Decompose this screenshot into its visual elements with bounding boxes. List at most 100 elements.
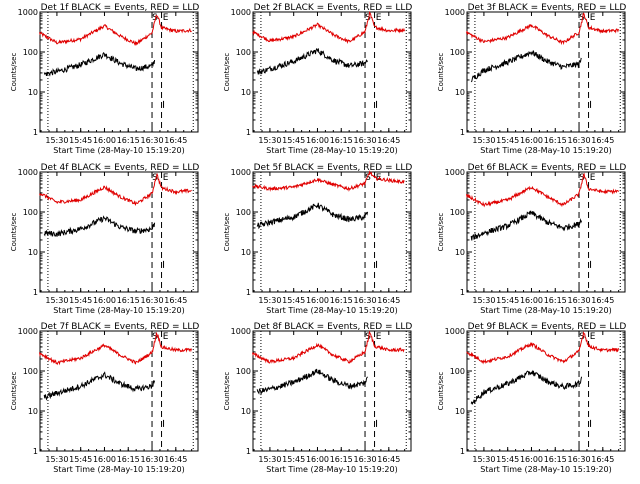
panel-title: Det 7f BLACK = Events, RED = LLD [41,322,200,332]
y-tick-label: 1000 [18,8,38,17]
y-tick-label: 1 [246,288,251,297]
plot-frame [466,11,626,133]
x-axis-label: Start Time (28-May-10 15:19:20) [480,465,611,474]
x-tick-label: 16:00 [306,136,329,145]
panel-title: Det 5f BLACK = Events, RED = LLD [254,163,413,173]
start-marker-label: S [152,173,158,183]
x-tick-label: 16:30 [353,136,376,145]
lld-series-line [39,14,192,47]
lld-series-line [39,172,192,207]
y-tick-label: 1000 [231,327,251,336]
x-tick-label: 16:15 [544,136,567,145]
start-marker-label: S [579,173,585,183]
x-tick-label: 16:00 [520,136,543,145]
y-tick-label: 100 [23,367,38,376]
y-tick-label: 1 [33,288,38,297]
x-tick-label: 16:30 [353,296,376,305]
x-tick-label: 16:15 [330,296,353,305]
panel-7: Det 7f BLACK = Events, RED = LLD 1 10 100 10… [10,322,199,474]
panel-title: Det 8f BLACK = Events, RED = LLD [254,322,413,332]
x-axis-label: Start Time (28-May-10 15:19:20) [266,146,397,155]
events-series-line [43,215,156,237]
x-tick-label: 16:15 [117,455,140,464]
plot-frame [39,330,199,452]
panel-title: Det 6f BLACK = Events, RED = LLD [468,163,627,173]
y-tick-label: 100 [450,367,465,376]
panel-3: Det 3f BLACK = Events, RED = LLD 1 10 100 10… [437,3,626,155]
start-marker-label: S [365,173,371,183]
panel-9: Det 9f BLACK = Events, RED = LLD 1 10 100 10… [437,322,626,474]
x-axis-label: Start Time (28-May-10 15:19:20) [53,465,184,474]
end-marker-label: E [376,173,382,183]
y-axis-label: Counts/sec [437,372,445,411]
y-tick-label: 1 [460,128,465,137]
x-tick-label: 15:45 [282,455,305,464]
y-tick-label: 100 [236,48,251,57]
lld-series-line [466,172,619,208]
y-tick-label: 100 [236,367,251,376]
x-tick-label: 16:30 [140,455,163,464]
y-tick-label: 10 [241,407,251,416]
y-axis-label: Counts/sec [223,53,231,92]
events-series-line [256,202,369,230]
x-axis-label: Start Time (28-May-10 15:19:20) [266,465,397,474]
x-tick-label: 16:15 [117,136,140,145]
start-marker-label: S [152,332,158,342]
panel-title: Det 2f BLACK = Events, RED = LLD [254,3,413,13]
events-series-line [43,371,156,401]
y-tick-label: 1000 [445,327,465,336]
start-marker-label: S [365,13,371,23]
end-marker-label: E [376,332,382,342]
x-tick-label: 16:45 [591,296,614,305]
lld-series-line [252,10,405,44]
panel-2: Det 2f BLACK = Events, RED = LLD 1 10 100 10… [223,3,412,155]
y-tick-label: 10 [455,88,465,97]
x-tick-label: 15:30 [258,455,281,464]
y-axis-label: Counts/sec [223,213,231,252]
end-marker-label: E [163,13,169,23]
x-tick-label: 16:15 [544,455,567,464]
x-tick-label: 15:30 [45,136,68,145]
y-tick-label: 10 [241,248,251,257]
events-series-line [470,50,582,83]
panel-title: Det 4f BLACK = Events, RED = LLD [41,163,200,173]
y-tick-label: 1000 [18,327,38,336]
x-tick-label: 15:45 [69,455,92,464]
panel-8: Det 8f BLACK = Events, RED = LLD 1 10 100 10… [223,322,412,474]
x-tick-label: 15:45 [496,455,519,464]
y-tick-label: 1 [460,288,465,297]
y-tick-label: 1 [246,128,251,137]
lld-series-line [466,330,619,365]
y-axis-label: Counts/sec [10,53,18,92]
x-tick-label: 16:45 [591,455,614,464]
x-tick-label: 15:30 [472,296,495,305]
start-marker-label: S [579,332,585,342]
x-tick-label: 16:30 [567,136,590,145]
plot-frame [466,330,626,452]
y-tick-label: 10 [28,88,38,97]
x-tick-label: 16:45 [377,296,400,305]
lld-series-line [252,170,405,192]
x-tick-label: 15:45 [496,296,519,305]
y-tick-label: 1 [33,128,38,137]
y-tick-label: 1 [246,447,251,456]
y-axis-label: Counts/sec [437,213,445,252]
y-tick-label: 1000 [445,8,465,17]
x-tick-label: 15:45 [282,296,305,305]
x-tick-label: 16:30 [567,296,590,305]
y-tick-label: 1000 [231,168,251,177]
end-marker-label: E [376,13,382,23]
y-tick-label: 10 [455,248,465,257]
x-tick-label: 16:15 [330,455,353,464]
x-tick-label: 16:30 [140,296,163,305]
panel-title: Det 1f BLACK = Events, RED = LLD [41,3,200,13]
y-tick-label: 1000 [231,8,251,17]
y-tick-label: 1 [460,447,465,456]
plot-frame [466,171,626,293]
x-tick-label: 15:30 [45,296,68,305]
x-tick-label: 16:00 [93,296,116,305]
x-axis-label: Start Time (28-May-10 15:19:20) [53,306,184,315]
panel-title: Det 3f BLACK = Events, RED = LLD [468,3,627,13]
